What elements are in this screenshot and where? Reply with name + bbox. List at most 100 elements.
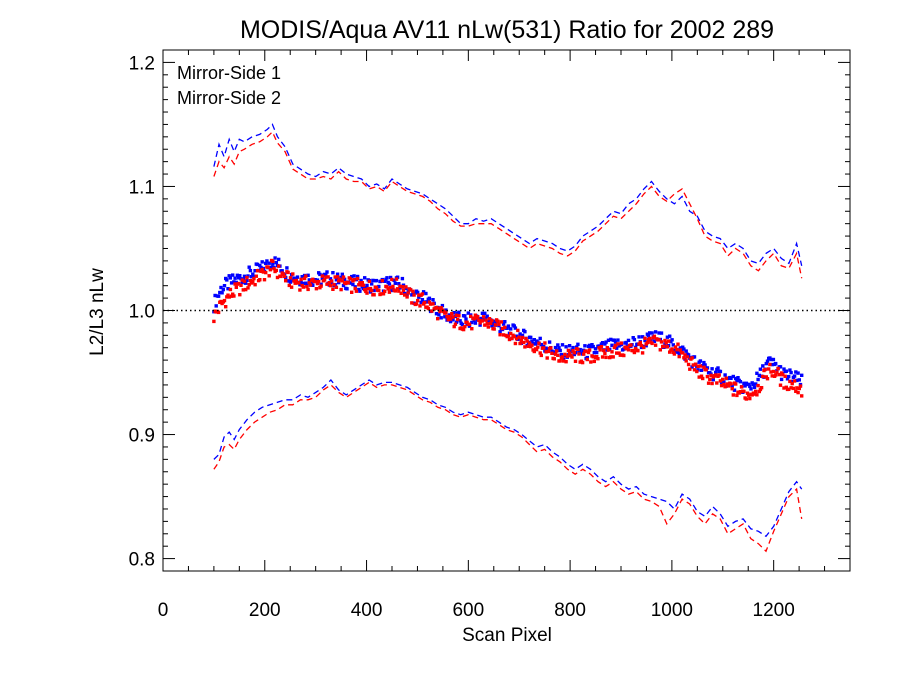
series-mirror-side-2-point: [437, 306, 441, 310]
series-mirror-side-1-point: [609, 337, 613, 342]
series-mirror-side-2-point: [795, 386, 799, 390]
series-mirror-side-2-point: [653, 343, 658, 347]
series-mirror-side-1-point: [454, 320, 459, 324]
series-mirror-side-2-point: [677, 354, 681, 359]
series-mirror-side-2-point: [379, 292, 383, 296]
series-mirror-side-2-point: [486, 325, 490, 329]
series-mirror-side-1-point: [800, 373, 804, 377]
series-mirror-side-2-point: [385, 285, 389, 289]
series-mirror-side-1-point: [345, 287, 349, 291]
series-mirror-side-1-point: [307, 278, 311, 282]
series-mirror-side-2-point: [676, 342, 680, 346]
series-mirror-side-2-point: [782, 386, 786, 390]
series-mirror-side-2-point: [255, 269, 260, 273]
series-mirror-side-2-point: [650, 341, 654, 346]
series-mirror-side-1-point: [622, 347, 626, 351]
series-mirror-side-1-point: [231, 273, 235, 277]
series-mirror-side-2-point: [467, 322, 472, 326]
series-mirror-side-1-point: [352, 274, 356, 278]
series-mirror-side-2-point: [266, 265, 270, 269]
series-mirror-side-2-point: [618, 353, 622, 357]
series-mirror-side-2-point: [589, 360, 593, 364]
series-mirror-side-1-point: [659, 331, 664, 335]
series-mirror-side-1-point: [311, 283, 315, 287]
series-mirror-side-2-point: [544, 350, 548, 354]
series-mirror-side-1-point: [532, 338, 536, 342]
series-mirror-side-2-point: [387, 290, 392, 294]
series-mirror-side-2-point: [245, 275, 249, 280]
series-mirror-side-2-point: [427, 300, 432, 304]
series-mirror-side-2-point: [454, 313, 459, 317]
series-mirror-side-1-point: [747, 382, 751, 387]
series-mirror-side-1-point: [556, 343, 560, 347]
series-mirror-side-1-point: [751, 382, 756, 387]
series-mirror-side-1-point: [236, 276, 241, 280]
series-mirror-side-1-point: [612, 338, 617, 342]
series-mirror-side-2-point: [517, 335, 521, 339]
x-tick-label: 800: [554, 600, 586, 621]
series-mirror-side-2-point: [236, 281, 241, 286]
series-mirror-side-1-point: [787, 374, 791, 379]
series-mirror-side-1-point: [748, 384, 752, 389]
series-mirror-side-1-point: [427, 296, 432, 300]
series-mirror-side-2-point: [788, 379, 792, 384]
series-mirror-side-1-point: [228, 276, 233, 280]
series-mirror-side-2-point: [797, 386, 801, 391]
series-mirror-side-1-point: [425, 300, 429, 304]
series-mirror-side-2-point: [777, 372, 781, 377]
series-mirror-side-2-point: [358, 281, 362, 285]
series-mirror-side-2-point: [416, 298, 420, 303]
series-mirror-side-2-point: [539, 353, 543, 358]
series-mirror-side-2-point: [304, 274, 308, 278]
series-mirror-side-2-point: [587, 348, 592, 352]
series-mirror-side-2-point: [580, 360, 585, 365]
series-mirror-side-2-point: [565, 354, 569, 358]
series-mirror-side-1-point: [632, 337, 637, 342]
series-mirror-side-2-point: [516, 328, 520, 333]
series-mirror-side-2-point: [659, 340, 664, 344]
series-mirror-side-1-point: [466, 311, 470, 315]
series-mirror-side-1-point: [277, 257, 281, 262]
series-mirror-side-2-point: [386, 287, 390, 291]
series-mirror-side-1-point: [670, 338, 674, 342]
series-mirror-side-1-point: [506, 324, 511, 328]
series-mirror-side-1-point: [764, 361, 768, 366]
series-mirror-side-1-point: [377, 284, 381, 289]
series-mirror-side-1-point: [498, 330, 502, 334]
series-mirror-side-2-point: [552, 357, 556, 361]
series-mirror-side-1-point: [490, 324, 494, 328]
series-mirror-side-2-point: [414, 302, 419, 306]
series-mirror-side-1-point: [533, 342, 538, 346]
series-mirror-side-2-point: [253, 283, 257, 287]
series-mirror-side-2-point: [390, 277, 394, 282]
series-mirror-side-1-point: [523, 330, 527, 334]
series-mirror-side-1-point: [413, 291, 417, 295]
series-mirror-side-1-point: [221, 287, 225, 292]
series-mirror-side-2-point: [616, 342, 620, 346]
series-mirror-side-2-point: [279, 274, 283, 279]
series-mirror-side-1-point: [480, 311, 485, 315]
series-mirror-side-2-point: [570, 355, 574, 359]
series-mirror-side-2-point: [631, 349, 635, 353]
series-mirror-side-1-point: [393, 281, 397, 285]
series-mirror-side-2-point: [523, 345, 527, 349]
series-mirror-side-2-point: [573, 359, 578, 363]
series-mirror-side-1-point: [235, 273, 240, 277]
series-mirror-side-2-point: [536, 345, 540, 349]
series-mirror-side-2-point: [576, 347, 580, 352]
series-mirror-side-2-point: [500, 326, 505, 331]
series-mirror-side-2-point: [542, 346, 546, 350]
series-mirror-side-1-point: [410, 293, 414, 297]
series-mirror-side-1-point: [790, 379, 794, 384]
series-mirror-side-2-point: [403, 293, 407, 297]
series-mirror-side-1-point: [458, 319, 462, 323]
series-mirror-side-2-point: [401, 288, 406, 292]
series-mirror-side-2-point: [526, 344, 531, 348]
series-mirror-side-2-point: [352, 278, 356, 282]
series-mirror-side-2-point: [398, 284, 402, 288]
series-mirror-side-1-point: [247, 265, 251, 269]
series-mirror-side-2-point: [666, 339, 671, 343]
series-mirror-side-1-point: [421, 290, 426, 294]
series-mirror-side-2-point: [595, 355, 599, 359]
series-mirror-side-2-point: [731, 393, 735, 397]
